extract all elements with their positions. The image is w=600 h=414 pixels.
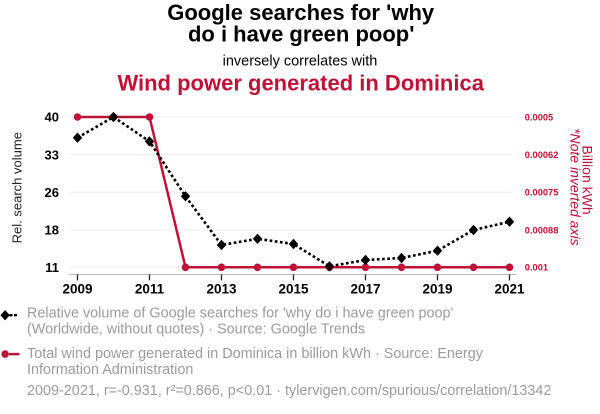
svg-text:0.00062: 0.00062	[525, 150, 559, 160]
svg-text:Billion kWh: Billion kWh	[580, 145, 596, 214]
svg-text:do i have green poop': do i have green poop'	[188, 22, 414, 47]
svg-text:2015: 2015	[278, 282, 309, 297]
svg-text:26: 26	[45, 185, 59, 200]
svg-text:2011: 2011	[135, 282, 165, 297]
svg-text:Google searches for 'why: Google searches for 'why	[167, 0, 435, 25]
svg-text:Rel. search volume: Rel. search volume	[10, 132, 25, 243]
svg-text:Relative volume of Google sear: Relative volume of Google searches for '…	[27, 305, 454, 321]
svg-text:(Worldwide, without quotes) ·: (Worldwide, without quotes) · Source: Go…	[27, 321, 365, 337]
svg-text:inversely correlates with: inversely correlates with	[223, 54, 378, 70]
svg-text:11: 11	[45, 260, 59, 275]
svg-text:2009-2021, r=-0.931, r²=0.866,: 2009-2021, r=-0.931, r²=0.866, p<0.01 · …	[27, 383, 551, 399]
svg-text:Information Administration: Information Administration	[27, 362, 193, 378]
svg-text:*Note inverted axis: *Note inverted axis	[568, 128, 584, 246]
svg-text:2021: 2021	[494, 282, 525, 297]
svg-text:Wind power generated in Domini: Wind power generated in Dominica	[117, 70, 484, 95]
svg-text:33: 33	[45, 147, 59, 162]
svg-text:0.0005: 0.0005	[525, 112, 553, 122]
svg-text:40: 40	[45, 110, 59, 125]
svg-text:2009: 2009	[62, 282, 92, 297]
svg-text:2013: 2013	[206, 282, 237, 297]
svg-text:0.00088: 0.00088	[525, 225, 559, 235]
svg-text:18: 18	[45, 223, 59, 238]
svg-text:2017: 2017	[350, 282, 380, 297]
svg-text:0.001: 0.001	[525, 263, 548, 273]
svg-text:0.00075: 0.00075	[525, 188, 559, 198]
svg-text:2019: 2019	[422, 282, 452, 297]
svg-text:Total wind power generated in: Total wind power generated in Dominica i…	[27, 346, 484, 362]
